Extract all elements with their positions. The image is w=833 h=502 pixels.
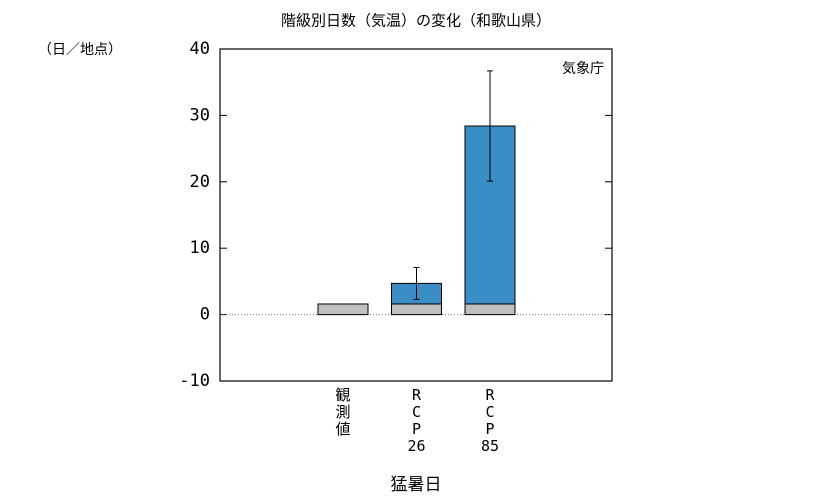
x-axis-label: 猛暑日 <box>391 475 442 495</box>
error-bar <box>487 70 493 182</box>
y-tick-label: 10 <box>190 238 210 258</box>
plot-frame <box>219 48 613 382</box>
x-tick-label: R C P 26 <box>407 386 425 455</box>
y-tick-label: 40 <box>190 39 210 59</box>
error-bar <box>413 266 420 300</box>
y-tick-label: -10 <box>179 371 210 391</box>
y-unit: （日／地点） <box>38 42 122 58</box>
bar <box>317 303 369 316</box>
bar <box>391 303 442 316</box>
y-tick-label: 20 <box>190 172 210 192</box>
chart-title: 階級別日数（気温）の変化（和歌山県） <box>281 12 551 30</box>
x-tick-label: R C P 85 <box>481 386 499 455</box>
x-tick-label: 観測値 <box>335 386 350 438</box>
source-note: 気象庁 <box>562 61 604 77</box>
y-tick-label: 30 <box>190 105 210 125</box>
y-tick-label: 0 <box>200 305 210 325</box>
bar <box>464 303 516 316</box>
